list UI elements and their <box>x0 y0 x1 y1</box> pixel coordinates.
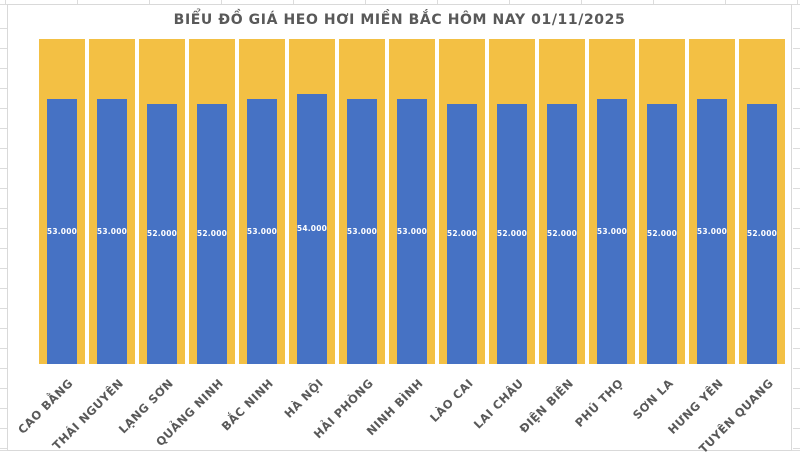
gridline <box>0 108 7 109</box>
bar-value-label: 52.000 <box>146 229 178 238</box>
bar-value-label: 52.000 <box>646 229 678 238</box>
gridline <box>221 0 222 4</box>
gridline <box>0 148 7 149</box>
x-axis-labels: CAO BẰNG THÁI NGUYÊN LẠNG SƠN QUẢNG NINH BẮC… <box>15 364 787 456</box>
gridline <box>793 188 800 189</box>
gridline <box>793 168 800 169</box>
gridline <box>293 0 294 4</box>
gridline <box>793 308 800 309</box>
bar-value-label: 53.000 <box>246 226 278 236</box>
gridline <box>509 0 510 4</box>
bar-value-label: 52.000 <box>196 229 228 238</box>
chart-title: BIỂU ĐỒ GIÁ HEO HƠI MIỀN BẮC HÔM NAY 01/… <box>173 12 626 28</box>
gridline <box>0 268 7 269</box>
gridline <box>365 0 366 4</box>
bar <box>47 99 77 364</box>
gridline <box>0 128 7 129</box>
gridline <box>0 288 7 289</box>
gridline <box>793 228 800 229</box>
bar <box>397 99 427 364</box>
x-axis-label: SƠN LA <box>629 376 676 423</box>
gridline <box>793 368 800 369</box>
gridline <box>437 0 438 4</box>
gridline <box>0 348 7 349</box>
bar <box>297 94 327 364</box>
gridline <box>0 388 7 389</box>
gridline <box>793 328 800 329</box>
gridline <box>725 0 726 4</box>
bar <box>197 104 227 364</box>
bar-value-label: 52.000 <box>446 229 478 238</box>
gridline <box>0 188 7 189</box>
gridline <box>0 428 7 429</box>
gridline <box>0 408 7 409</box>
bar-value-label: 52.000 <box>746 229 778 238</box>
x-axis-label: HÀ NỘI <box>281 376 326 421</box>
bar <box>647 104 677 364</box>
bar <box>747 104 777 364</box>
gridline <box>5 0 6 4</box>
gridline <box>797 0 798 4</box>
bar <box>247 99 277 364</box>
x-axis-label: LÀO CAI <box>427 376 476 425</box>
gridline <box>653 0 654 4</box>
gridline <box>793 388 800 389</box>
plot-area: 53.000 53.000 52.000 52.000 53.000 54.000 53.0… <box>37 39 787 364</box>
bar-value-label: 53.000 <box>396 226 428 236</box>
gridline <box>0 248 7 249</box>
bar <box>347 99 377 364</box>
gridline <box>793 348 800 349</box>
bar-value-label: 52.000 <box>546 229 578 238</box>
bar-value-label: 53.000 <box>696 226 728 236</box>
bar <box>547 104 577 364</box>
gridline <box>793 408 800 409</box>
gridline <box>0 368 7 369</box>
x-axis-label: BẮC NINH <box>218 376 276 434</box>
bar <box>497 104 527 364</box>
bar <box>697 99 727 364</box>
gridline <box>793 48 800 49</box>
gridline <box>0 228 7 229</box>
bar-value-label: 53.000 <box>96 226 128 236</box>
gridline <box>149 0 150 4</box>
gridline <box>0 448 7 449</box>
bar <box>597 99 627 364</box>
gridline <box>0 168 7 169</box>
gridline <box>793 128 800 129</box>
gridline <box>0 88 7 89</box>
gridline <box>793 248 800 249</box>
gridline <box>793 448 800 449</box>
price-chart[interactable]: BIỂU ĐỒ GIÁ HEO HƠI MIỀN BẮC HÔM NAY 01/… <box>7 4 792 456</box>
gridline <box>77 0 78 4</box>
bar <box>447 104 477 364</box>
gridline <box>793 428 800 429</box>
gridline <box>793 148 800 149</box>
bar-value-label: 54.000 <box>296 224 328 233</box>
bar <box>97 99 127 364</box>
bar <box>147 104 177 364</box>
x-axis-label: PHÚ THỌ <box>572 376 626 430</box>
gridline <box>793 288 800 289</box>
gridline <box>0 328 7 329</box>
gridline <box>793 28 800 29</box>
gridline <box>0 28 7 29</box>
gridline <box>0 308 7 309</box>
gridline <box>793 208 800 209</box>
gridline <box>0 48 7 49</box>
gridline <box>581 0 582 4</box>
gridline <box>0 208 7 209</box>
bar-value-label: 53.000 <box>46 226 78 236</box>
gridline <box>0 68 7 69</box>
gridline <box>793 268 800 269</box>
bar-value-label: 53.000 <box>596 226 628 236</box>
bar-value-label: 52.000 <box>496 229 528 238</box>
gridline <box>793 68 800 69</box>
bar-value-label: 53.000 <box>346 226 378 236</box>
gridline <box>793 108 800 109</box>
gridline <box>793 88 800 89</box>
